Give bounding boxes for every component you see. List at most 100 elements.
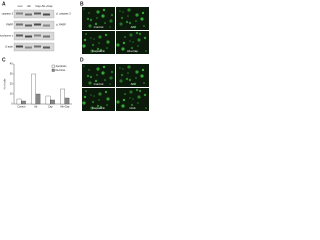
cell: [137, 102, 139, 104]
cell: [145, 107, 147, 109]
row-label: caspase 3: [2, 13, 14, 16]
cell: [96, 67, 100, 71]
cell: [104, 79, 106, 81]
cell: [106, 47, 108, 49]
x-tick-label: Control: [17, 106, 26, 109]
cell: [143, 36, 147, 40]
cell: [106, 40, 110, 44]
cell: [137, 38, 141, 42]
cell: [88, 69, 90, 71]
cell: [135, 77, 137, 79]
blot-band: [25, 24, 32, 27]
row-label: β-actin: [5, 46, 13, 49]
cell: [129, 90, 133, 94]
cell: [98, 35, 102, 39]
cell: [121, 104, 125, 108]
image-label: Control: [94, 82, 104, 86]
cell: [137, 45, 139, 47]
cell: [137, 95, 141, 99]
micrograph: [116, 64, 149, 87]
image-label: Ab: [131, 25, 135, 29]
panel-label: C: [2, 57, 6, 63]
cell: [110, 13, 114, 17]
cell: [143, 25, 145, 27]
cell: [85, 90, 87, 92]
cell: [86, 17, 90, 21]
cell: [93, 38, 95, 40]
cell: [132, 41, 134, 43]
legend-label: Necrosis: [56, 69, 66, 72]
blot-band: [43, 46, 50, 49]
cell: [90, 106, 94, 110]
micrograph: [82, 7, 115, 30]
cell: [110, 70, 114, 74]
cell: [135, 20, 137, 22]
bar: [50, 99, 55, 105]
cell: [135, 13, 139, 17]
bar: [64, 97, 70, 105]
cell: [82, 101, 86, 105]
cell: [94, 22, 98, 26]
image-label: Ab+Cap: [127, 49, 138, 53]
cell: [132, 98, 134, 100]
image-label: Capsaicin: [92, 49, 106, 53]
cell: [90, 94, 92, 96]
cell: [120, 73, 124, 77]
blot-band: [16, 12, 23, 15]
cell: [104, 90, 108, 94]
y-axis-label: % of cells: [4, 78, 7, 89]
cell: [99, 105, 103, 109]
cell: [85, 33, 87, 35]
lane-label: Ab+Cap: [42, 4, 53, 8]
cell: [135, 88, 139, 92]
cell: [96, 104, 100, 108]
legend-label: Apoptosis: [56, 65, 68, 68]
cell: [129, 33, 133, 37]
y-tick-label: 30: [10, 73, 13, 76]
cell: [141, 68, 145, 72]
cell: [121, 47, 125, 51]
cell: [145, 50, 147, 52]
blot-band: [43, 24, 50, 27]
cell: [129, 40, 131, 42]
cell: [122, 11, 124, 13]
cell: [119, 79, 123, 83]
cell: [116, 100, 120, 104]
cell: [130, 103, 134, 107]
y-tick-label: 20: [10, 83, 13, 86]
cell: [96, 10, 100, 14]
cell: [109, 26, 111, 28]
cell: [109, 83, 111, 85]
cell: [90, 37, 92, 39]
blot-band: [34, 12, 41, 15]
cell: [98, 99, 100, 101]
cell: [93, 95, 95, 97]
cell: [124, 36, 126, 38]
cell: [133, 82, 137, 86]
cell: [119, 10, 121, 12]
cell: [83, 65, 85, 67]
blot-band: [25, 46, 32, 49]
cell: [90, 49, 94, 53]
row-label: cytochrome c: [0, 35, 14, 38]
cell: [94, 79, 98, 83]
blot-band: [16, 34, 23, 37]
cell: [88, 24, 92, 28]
cell: [88, 81, 92, 85]
band-label: cl. PARP: [56, 24, 66, 27]
cell: [109, 76, 113, 80]
cell: [101, 71, 105, 75]
cell: [119, 67, 121, 69]
image-label: Control: [94, 25, 104, 29]
x-tick-label: Ab: [34, 106, 38, 109]
blot-band: [16, 45, 23, 48]
cell: [106, 97, 110, 101]
cell: [104, 22, 106, 24]
cell: [122, 41, 126, 45]
legend-swatch: [51, 64, 55, 68]
cell: [120, 16, 124, 20]
cell: [135, 70, 139, 74]
cell: [89, 18, 93, 22]
